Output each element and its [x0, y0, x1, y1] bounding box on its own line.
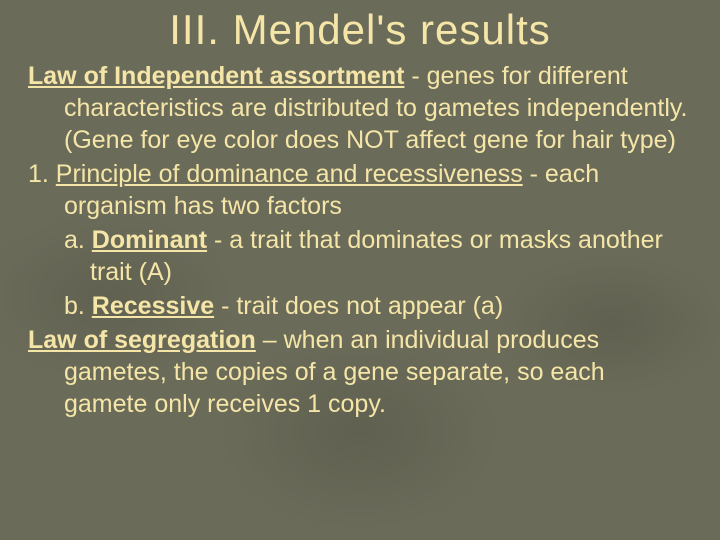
- law-seg-label: Law of segregation: [28, 326, 256, 354]
- principle-dominance: 1. Principle of dominance and recessiven…: [28, 158, 692, 222]
- item1a-prefix: a.: [64, 226, 92, 254]
- item1b-rest: - trait does not appear (a): [214, 292, 503, 320]
- dominant-def: a. Dominant - a trait that dominates or …: [28, 224, 692, 288]
- item1-number: 1.: [28, 160, 56, 188]
- item1a-label: Dominant: [92, 226, 207, 254]
- slide-body: Law of Independent assortment - genes fo…: [28, 60, 692, 420]
- law-ind-label: Law of Independent assortment: [28, 62, 404, 90]
- item1-label: Principle of dominance and recessiveness: [56, 160, 523, 188]
- slide-title: III. Mendel's results: [28, 6, 692, 54]
- item1b-prefix: b.: [64, 292, 92, 320]
- slide-container: III. Mendel's results Law of Independent…: [0, 0, 720, 540]
- law-independent-assortment: Law of Independent assortment - genes fo…: [28, 60, 692, 156]
- law-segregation: Law of segregation – when an individual …: [28, 324, 692, 420]
- recessive-def: b. Recessive - trait does not appear (a): [28, 290, 692, 322]
- item1b-label: Recessive: [92, 292, 214, 320]
